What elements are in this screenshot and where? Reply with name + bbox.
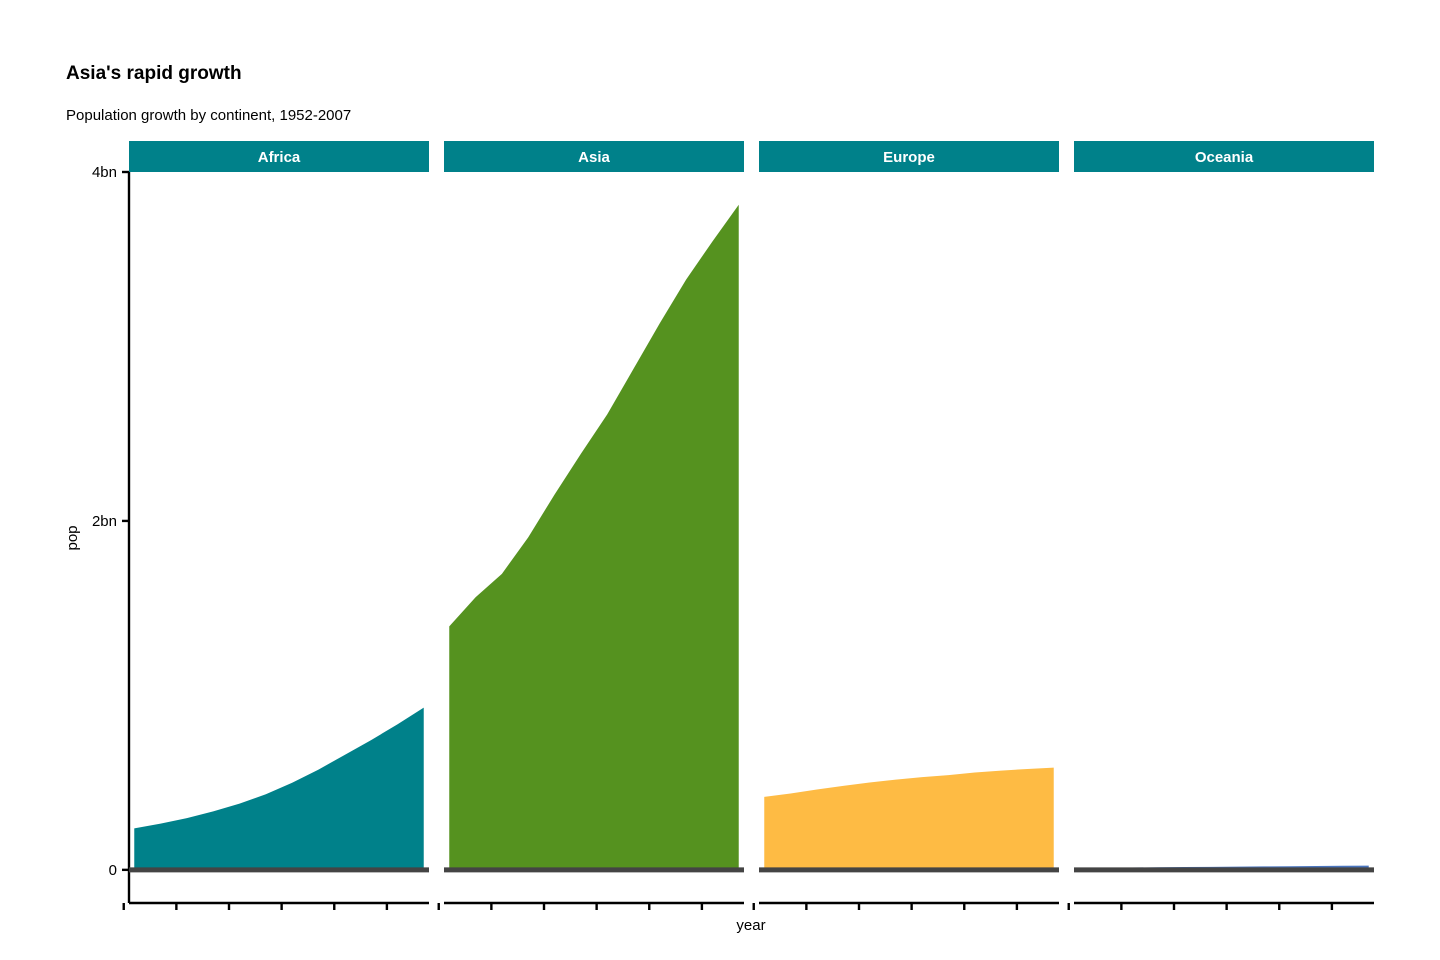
y-tick-label: 4bn xyxy=(92,164,117,181)
facet-strip-label: Europe xyxy=(883,149,935,166)
facet-panel-europe: Europe xyxy=(752,141,1059,910)
chart-title: Asia's rapid growth xyxy=(66,63,242,84)
y-tick-label: 2bn xyxy=(92,513,117,530)
facet-panel-asia: Asia xyxy=(437,141,744,910)
area-africa xyxy=(134,707,424,870)
area-europe xyxy=(764,767,1054,870)
facet-strip xyxy=(129,141,429,172)
facet-panel-oceania: Oceania xyxy=(1067,141,1374,910)
facet-strip-label: Asia xyxy=(578,149,610,166)
y-tick-label: 0 xyxy=(109,862,117,879)
chart-subtitle: Population growth by continent, 1952-200… xyxy=(66,107,352,124)
y-axis-title: pop xyxy=(64,525,81,550)
area-asia xyxy=(449,204,739,870)
facet-strip-label: Africa xyxy=(258,149,301,166)
x-axis-title: year xyxy=(736,917,765,934)
facet-strip xyxy=(1074,141,1374,172)
facet-strip-label: Oceania xyxy=(1195,149,1254,166)
facet-strip xyxy=(444,141,744,172)
facet-strip xyxy=(759,141,1059,172)
facet-panel-africa: Africa xyxy=(122,141,429,910)
